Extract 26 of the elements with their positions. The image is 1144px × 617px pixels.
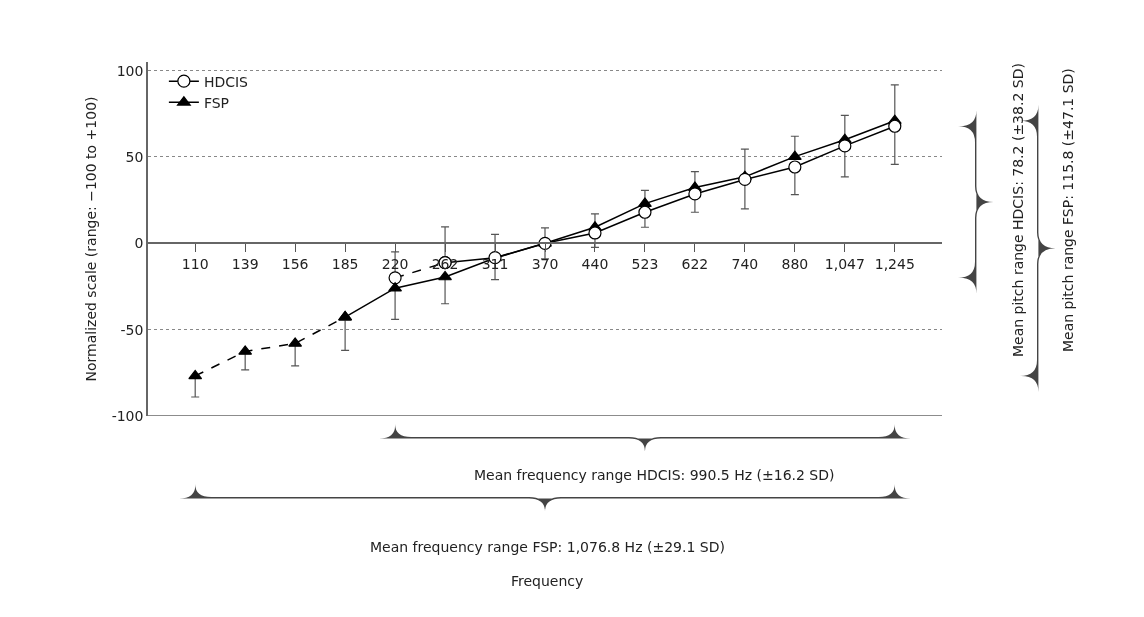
y-tick-label: 100 — [116, 62, 144, 79]
x-tick-label: 740 — [731, 255, 759, 272]
text: Mean frequency range FSP: 1,076.8 Hz (±29.1 SD) — [370, 539, 725, 555]
text: Frequency — [511, 573, 584, 589]
x-tick-label: 1,245 — [874, 255, 915, 272]
y-tick-label: -100 — [111, 407, 144, 424]
text: Mean pitch range HDCIS: 78.2 (±38.2 SD) — [1010, 63, 1026, 357]
text: Mean frequency range HDCIS: 990.5 Hz (±16.2 SD) — [474, 467, 835, 483]
y-axis-title: Normalized scale (range: −100 to +100) — [82, 96, 99, 382]
x-tick-label: 1,047 — [824, 255, 865, 272]
x-tick-label: 220 — [381, 255, 409, 272]
x-tick-label: 523 — [631, 255, 659, 272]
x-tick-label: 440 — [581, 255, 609, 272]
x-tick-label: 156 — [281, 255, 309, 272]
text: Mean pitch range FSP: 115.8 (±47.1 SD) — [1060, 68, 1076, 352]
legend-label: FSP — [203, 94, 230, 111]
x-tick-label: 622 — [681, 255, 709, 272]
legend-label: HDCIS — [203, 73, 249, 90]
y-tick-label: -50 — [120, 321, 144, 338]
x-tick-label: 880 — [781, 255, 809, 272]
y-tick-label: 0 — [134, 235, 144, 252]
x-tick-label: 185 — [331, 255, 359, 272]
x-tick-label: 370 — [531, 255, 559, 272]
y-tick-label: 50 — [125, 148, 144, 165]
x-tick-label: 110 — [181, 255, 209, 272]
x-tick-label: 139 — [231, 255, 259, 272]
